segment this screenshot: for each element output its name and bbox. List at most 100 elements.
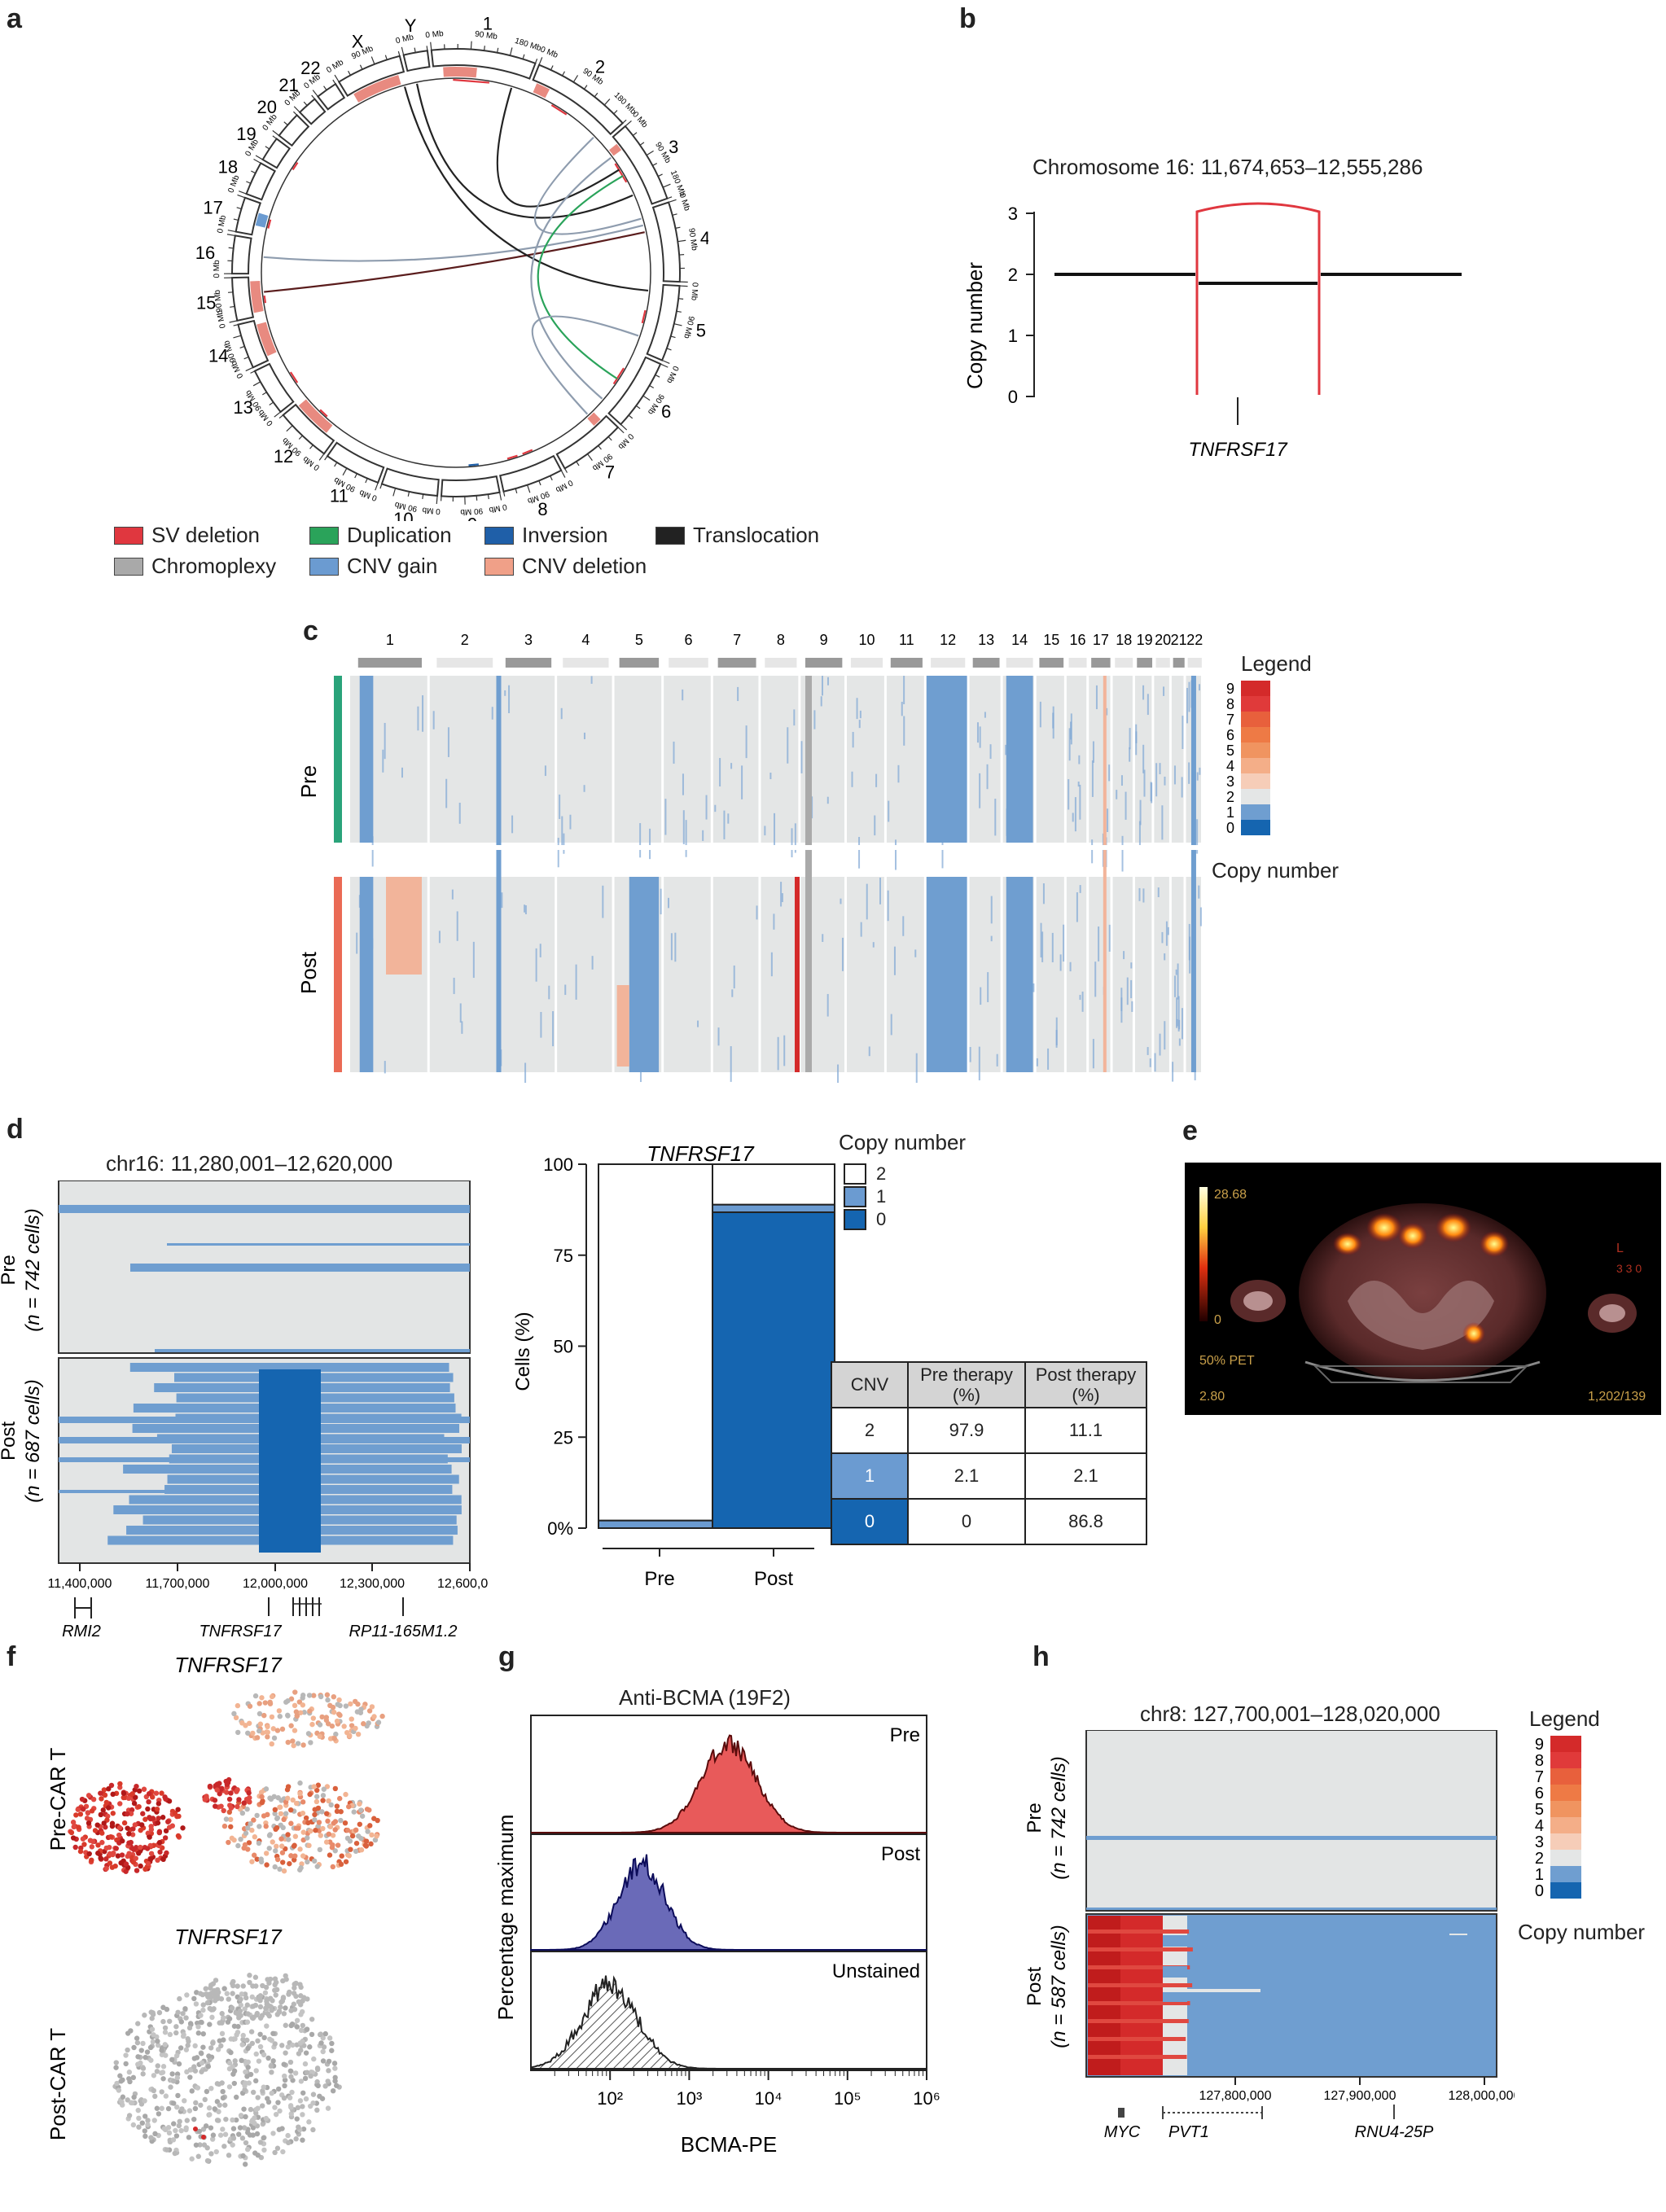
umap-point	[274, 2145, 281, 2151]
h-post-segment	[1163, 1992, 1187, 2002]
d-cn-label-0: 0	[876, 1209, 887, 1229]
umap-point	[312, 1817, 318, 1823]
umap-point	[297, 2098, 304, 2104]
g-xtick-label: 10³	[677, 2088, 703, 2109]
umap-point	[244, 2146, 251, 2153]
umap-point	[128, 1811, 134, 1816]
c-heat-cell	[1077, 782, 1080, 787]
c-heat-cell	[1036, 1058, 1038, 1067]
chromosome-tick	[365, 478, 368, 484]
umap-point	[243, 2140, 249, 2146]
panel-a-legend: SV deletion Duplication Inversion Transloca…	[114, 523, 847, 588]
b-ytick-1: 1	[1008, 326, 1018, 346]
circos-link	[612, 367, 625, 385]
circos-link	[292, 162, 299, 171]
umap-point	[266, 1833, 273, 1838]
d-bar-ylabel: Cells (%)	[512, 1312, 534, 1391]
c-chromosome-bar	[765, 658, 797, 668]
chromosome-tick	[677, 239, 686, 243]
h-legend-caption: Copy number	[1518, 1920, 1646, 1944]
h-pre-label: Pre	[1026, 1802, 1046, 1833]
c-heat-cell	[714, 804, 717, 813]
legend-label: Translocation	[693, 523, 820, 547]
c-heat-cell	[384, 1061, 386, 1074]
c-heat-cell	[1129, 728, 1131, 750]
umap-point	[337, 1795, 343, 1802]
c-legend-value: 4	[1226, 758, 1234, 774]
c-heat-cell	[773, 913, 775, 930]
umap-point	[249, 1994, 255, 2000]
umap-point	[191, 1995, 197, 2002]
umap-point	[195, 2085, 201, 2091]
umap-point	[285, 2044, 292, 2050]
umap-point	[214, 1787, 220, 1793]
umap-point	[205, 2064, 212, 2070]
c-heat-cell	[990, 896, 993, 924]
umap-point	[230, 2117, 235, 2123]
h-legend-title: Legend	[1529, 1706, 1600, 1731]
legend-swatch	[309, 557, 339, 576]
umap-point	[72, 1844, 78, 1851]
chromosome-tick	[272, 129, 280, 136]
umap-point	[314, 2078, 320, 2085]
c-heat-cell	[979, 773, 981, 808]
umap-point	[305, 1835, 310, 1841]
h-legend-swatch	[1550, 1817, 1581, 1833]
chromosome-tick	[255, 155, 263, 160]
umap-point	[110, 1811, 116, 1816]
umap-point	[272, 1976, 278, 1982]
chromosome-label: 5	[696, 320, 706, 340]
table-cell: 0	[831, 1498, 909, 1545]
umap-point	[300, 2090, 306, 2096]
legend-label: CNV gain	[347, 554, 438, 578]
umap-point	[148, 1826, 155, 1833]
umap-point	[283, 1811, 289, 1816]
chromosome-segment	[231, 234, 252, 275]
umap-point	[165, 2125, 172, 2131]
chromosome-label: 7	[605, 462, 615, 482]
umap-point	[107, 1860, 113, 1866]
umap-point	[201, 2142, 208, 2148]
c-heat-cell	[727, 813, 730, 824]
umap-point	[300, 1829, 306, 1835]
c-heat-cell	[1142, 888, 1145, 903]
umap-point	[140, 1811, 146, 1816]
c-chromosome-bar	[972, 658, 1000, 668]
umap-point	[198, 2102, 204, 2108]
c-heat-cell	[458, 802, 461, 824]
c-heat-cell	[926, 676, 967, 843]
mb-label: 90 Mb	[474, 30, 498, 42]
umap-point	[314, 1787, 320, 1794]
umap-point	[80, 1836, 86, 1842]
d-xtick-label: 12,300,000	[340, 1577, 405, 1591]
g-ylabel: Percentage maximum	[493, 1815, 518, 2021]
g-xtick-label: 10⁴	[755, 2088, 783, 2109]
umap-point	[343, 1859, 349, 1864]
umap-point	[292, 1982, 297, 1987]
umap-point	[152, 2093, 158, 2100]
bar-ytick-label: 50	[554, 1337, 573, 1357]
table-cell: 1	[831, 1452, 909, 1500]
chromosome-label: 16	[195, 243, 215, 263]
umap-point	[198, 2013, 204, 2018]
umap-point	[315, 1805, 322, 1811]
c-heat-cell	[664, 799, 667, 835]
umap-point	[164, 1850, 169, 1856]
umap-point	[263, 1824, 269, 1829]
h-legend-swatch	[1550, 1752, 1581, 1768]
umap-point	[320, 1793, 327, 1798]
umap-point	[293, 1993, 299, 2000]
umap-point	[195, 2153, 201, 2159]
chromosome-tick	[392, 488, 397, 497]
umap-point	[215, 1995, 221, 2002]
f-top-label: Pre-CAR T	[46, 1748, 70, 1851]
pet-ct-image: 28.68 0 50% PET 2.80 1,202/139 L 3 3 0	[1185, 1163, 1661, 1415]
flow-histogram: Percentage maximum Pre Post Unstained 10…	[493, 1715, 940, 2157]
umap-point	[176, 2061, 182, 2067]
umap-point	[285, 1784, 292, 1789]
umap-point	[89, 1844, 95, 1850]
umap-point	[296, 1825, 301, 1831]
umap-point	[149, 2026, 156, 2032]
h-post-segment	[1088, 2055, 1187, 2059]
umap-point	[303, 2050, 309, 2056]
